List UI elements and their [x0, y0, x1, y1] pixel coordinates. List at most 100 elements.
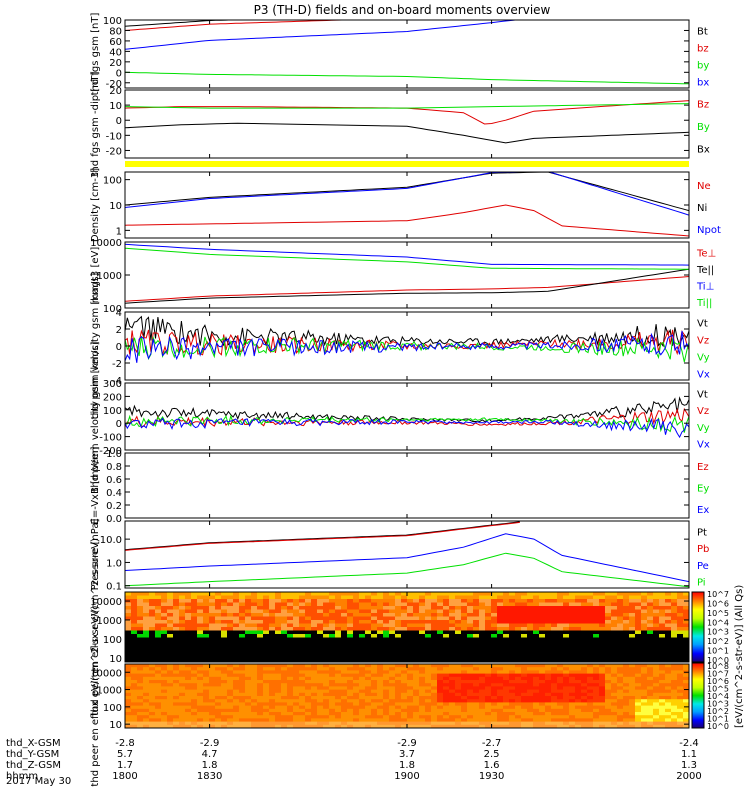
- legend-Pi: Pi: [697, 578, 706, 589]
- legend-bz: bz: [697, 44, 709, 55]
- series-line-Vy: [125, 414, 689, 433]
- legend-Ne: Ne: [697, 181, 711, 192]
- y-tick-label: 0.4: [106, 488, 122, 499]
- y-tick-label: 1.0: [106, 449, 122, 460]
- footer-value: 3.7: [399, 749, 415, 760]
- series-line-Ti||: [125, 247, 689, 270]
- y-tick-label: 1000: [97, 616, 122, 627]
- legend-Ey: Ey: [697, 484, 709, 495]
- panel-10: 10000 1000 100 10 thd peer en eflux eV/(cm^2…: [90, 605, 690, 787]
- series-line-Bx: [125, 122, 689, 144]
- y-tick-label: 1000: [97, 686, 122, 697]
- y-tick-label: 100: [103, 635, 122, 646]
- y-tick-label: 40: [109, 47, 122, 58]
- y-tick-label: 4: [116, 308, 122, 319]
- y-tick-label: 80: [109, 26, 122, 37]
- heatmap-9: [125, 592, 689, 662]
- series-line-By: [125, 103, 689, 109]
- series-line-bx: [125, 20, 520, 50]
- series-line-Vz: [125, 329, 689, 356]
- legend-Ez: Ez: [697, 462, 709, 473]
- footer-value: -2.9: [397, 738, 417, 749]
- legend-Vx: Vx: [697, 370, 710, 381]
- footer-row-label: hhmm: [6, 771, 38, 782]
- y-tick-label: 0: [116, 116, 122, 127]
- footer-value: 4.7: [202, 749, 218, 760]
- y-tick-label: -20: [106, 146, 122, 157]
- series-line-by: [125, 71, 689, 85]
- y-tick-label: 10: [109, 720, 122, 731]
- y-tick-label: 10: [109, 201, 122, 212]
- y-axis-label: E=-VxB [mV/m]: [90, 446, 101, 524]
- legend-Npot: Npot: [697, 225, 721, 236]
- colorbar-bottom: [691, 662, 705, 729]
- series-line-Npot: [125, 172, 689, 216]
- footer-date: 2017 May 30: [6, 776, 71, 787]
- series-line-Vx: [125, 417, 689, 439]
- footer-row-label: thd_Y-GSM: [6, 749, 59, 760]
- colorbar-tick: 10^8: [707, 662, 729, 671]
- colorbar-tick: 10^3: [707, 700, 729, 709]
- y-tick-label: 1000: [97, 271, 122, 282]
- y-tick-label: 200: [103, 392, 122, 403]
- y-tick-label: 10: [109, 101, 122, 112]
- y-tick-label: 1.0: [106, 558, 122, 569]
- colorbar-tick: 10^2: [707, 707, 729, 716]
- y-tick-label: -2: [112, 359, 122, 370]
- y-axis-label: thd peer en eflux eV/(cm^2-s-sr-eV): [90, 605, 101, 786]
- footer-value: 1900: [394, 771, 419, 782]
- plot-title: P3 (TH-D) fields and on-board moments ov…: [254, 3, 551, 17]
- y-tick-label: 100: [103, 304, 122, 315]
- y-tick-label: 10: [109, 654, 122, 665]
- legend-Pb: Pb: [697, 544, 709, 555]
- panel-9: 10000 1000 100 10 thd peir en eflux eV/(cm^2…: [90, 538, 690, 716]
- y-axis-label: Density [cm-3]: [90, 168, 101, 242]
- legend-Ni: Ni: [697, 203, 707, 214]
- legend-Te||: Te||: [696, 265, 714, 276]
- y-tick-label: 10.0: [100, 535, 122, 546]
- legend-by: by: [697, 61, 709, 72]
- footer-value: 1800: [112, 771, 137, 782]
- legend-Ti⊥: Ti⊥: [696, 281, 714, 292]
- y-tick-label: 100: [103, 406, 122, 417]
- y-tick-label: 300: [103, 379, 122, 390]
- series-line-Vx: [125, 330, 689, 363]
- y-axis-label: thd peim velocity gsm [km/s]: [90, 273, 101, 420]
- panel-frame: [124, 171, 690, 239]
- y-tick-label: 100: [103, 703, 122, 714]
- y-tick-label: 10000: [90, 597, 122, 608]
- footer-row-label: thd_X-GSM: [6, 738, 61, 749]
- colorbar-tick: 10^0: [707, 656, 729, 665]
- y-tick-label: 2: [116, 325, 122, 336]
- y-tick-label: 0.8: [106, 462, 122, 473]
- colorbar-tick: 10^0: [707, 722, 729, 731]
- legend-Vy: Vy: [697, 353, 710, 364]
- footer-row-label: thd_Z-GSM: [6, 760, 61, 771]
- footer-value: 1.7: [117, 760, 133, 771]
- panel-frame: [124, 520, 690, 589]
- legend-Bt: Bt: [697, 27, 708, 38]
- series-line-Te||: [125, 268, 689, 304]
- y-tick-label: 0.6: [106, 475, 122, 486]
- y-tick-label: 100: [103, 16, 122, 27]
- y-tick-label: 60: [109, 37, 122, 48]
- colorbar-tick: 10^4: [707, 692, 729, 701]
- colorbar-tick: 10^7: [707, 590, 729, 599]
- footer: thd_X-GSM -2.8 -2.9 -2.9 -2.7 -2.4 thd_Y-GSM 5.…: [6, 738, 702, 782]
- footer-value: 1.6: [484, 760, 500, 771]
- y-tick-label: 10000: [90, 668, 122, 679]
- y-tick-label: -4: [112, 376, 122, 387]
- y-tick-label: 0: [116, 342, 122, 353]
- colorbar-tick: 10^5: [707, 609, 729, 618]
- legend-Ex: Ex: [697, 505, 709, 516]
- legend-Pe: Pe: [697, 561, 709, 572]
- footer-value: 1.3: [681, 760, 697, 771]
- panel-8: 10.0 1.0 0.1 Pressure [nPa] Pt Pb Pe Pi: [90, 519, 709, 593]
- legend-Pt: Pt: [697, 527, 707, 538]
- series-line-Vt: [125, 396, 689, 423]
- heatmap-10: [125, 664, 689, 728]
- y-tick-label: -20: [106, 79, 122, 90]
